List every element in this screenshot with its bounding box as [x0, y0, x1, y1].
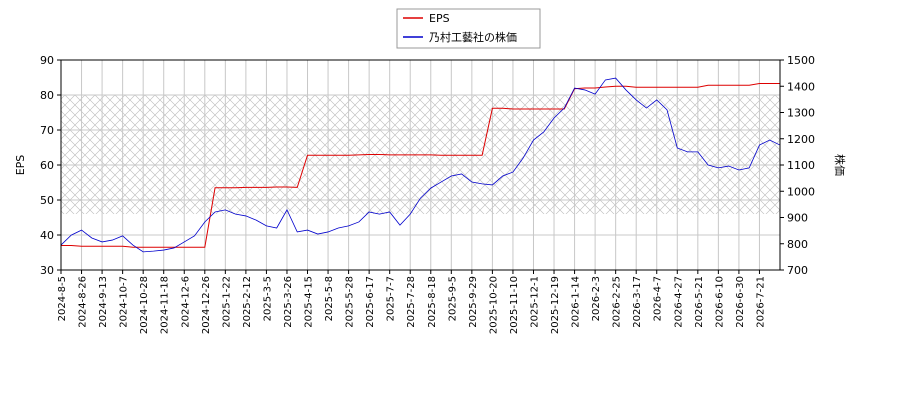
x-tick-label: 2025-8-18 [427, 276, 438, 328]
x-tick-label: 2025-2-12 [242, 276, 253, 328]
y2-tick-label: 700 [787, 264, 808, 277]
series-line [61, 82, 780, 248]
x-tick-label: 2026-7-21 [755, 276, 766, 328]
x-tick-label: 2024-8-5 [57, 276, 68, 321]
x-tick-label: 2025-7-7 [386, 276, 397, 321]
legend-box [396, 8, 541, 49]
x-tick-label: 2026-4-7 [653, 276, 664, 321]
x-tick-label: 2025-9-29 [468, 276, 479, 328]
y-tick-label: 50 [40, 194, 54, 207]
x-tick-label: 2025-3-5 [262, 276, 273, 321]
x-tick-label: 2026-3-17 [632, 276, 643, 328]
x-tick-label: 2025-10-20 [488, 276, 499, 334]
y-tick-label: 60 [40, 159, 54, 172]
y2-tick-label: 1100 [787, 159, 815, 172]
y-tick-label: 70 [40, 124, 54, 137]
x-tick-label: 2025-3-26 [283, 276, 294, 328]
x-tick-label: 2026-6-10 [714, 276, 725, 328]
x-tick-label: 2024-8-26 [78, 276, 89, 328]
x-tick-label: 2026-1-14 [571, 276, 582, 328]
y-axis-label: EPS [14, 155, 27, 176]
y2-tick-label: 1500 [787, 54, 815, 67]
y2-tick-label: 1400 [787, 80, 815, 93]
series-line [60, 77, 781, 253]
x-tick-label: 2025-9-5 [447, 276, 458, 321]
x-tick-label: 2025-4-15 [304, 276, 315, 328]
y2-tick-label: 1000 [787, 185, 815, 198]
x-tick-label: 2024-11-18 [160, 276, 171, 334]
x-tick-label: 2025-5-28 [345, 276, 356, 328]
x-tick-label: 2024-10-7 [119, 276, 130, 328]
x-tick-label: 2025-12-1 [529, 276, 540, 328]
y-tick-label: 30 [40, 264, 54, 277]
x-tick-label: 2026-2-25 [612, 276, 623, 328]
x-tick-label: 2024-9-13 [98, 276, 109, 328]
x-tick-label: 2026-6-30 [735, 276, 746, 328]
x-tick-label: 2026-4-27 [673, 276, 684, 328]
y2-tick-label: 900 [787, 212, 808, 225]
x-tick-label: 2025-5-8 [324, 276, 335, 321]
y-tick-label: 80 [40, 89, 54, 102]
y2-tick-label: 1300 [787, 107, 815, 120]
plot-area [60, 59, 781, 271]
x-tick-label: 2025-12-19 [550, 276, 561, 334]
x-tick-label: 2025-7-28 [406, 276, 417, 328]
y-tick-label: 90 [40, 54, 54, 67]
x-tick-label: 2026-5-21 [694, 276, 705, 328]
legend: EPS 乃村工藝社の株価 [396, 8, 541, 49]
x-tick-label: 2024-12-26 [201, 276, 212, 334]
y2-tick-label: 1200 [787, 133, 815, 146]
x-tick-label: 2026-2-3 [591, 276, 602, 321]
x-tick-label: 2025-6-17 [365, 276, 376, 328]
y-tick-label: 40 [40, 229, 54, 242]
x-tick-label: 2024-10-28 [139, 276, 150, 334]
x-tick-label: 2024-12-6 [180, 276, 191, 328]
legend-label: EPS [429, 12, 450, 25]
y2-tick-label: 800 [787, 238, 808, 251]
x-tick-label: 2025-11-10 [509, 276, 520, 334]
legend-label: 乃村工藝社の株価 [429, 30, 517, 44]
x-tick-label: 2025-1-22 [221, 276, 232, 328]
y2-axis-label: 株価 [833, 154, 847, 176]
